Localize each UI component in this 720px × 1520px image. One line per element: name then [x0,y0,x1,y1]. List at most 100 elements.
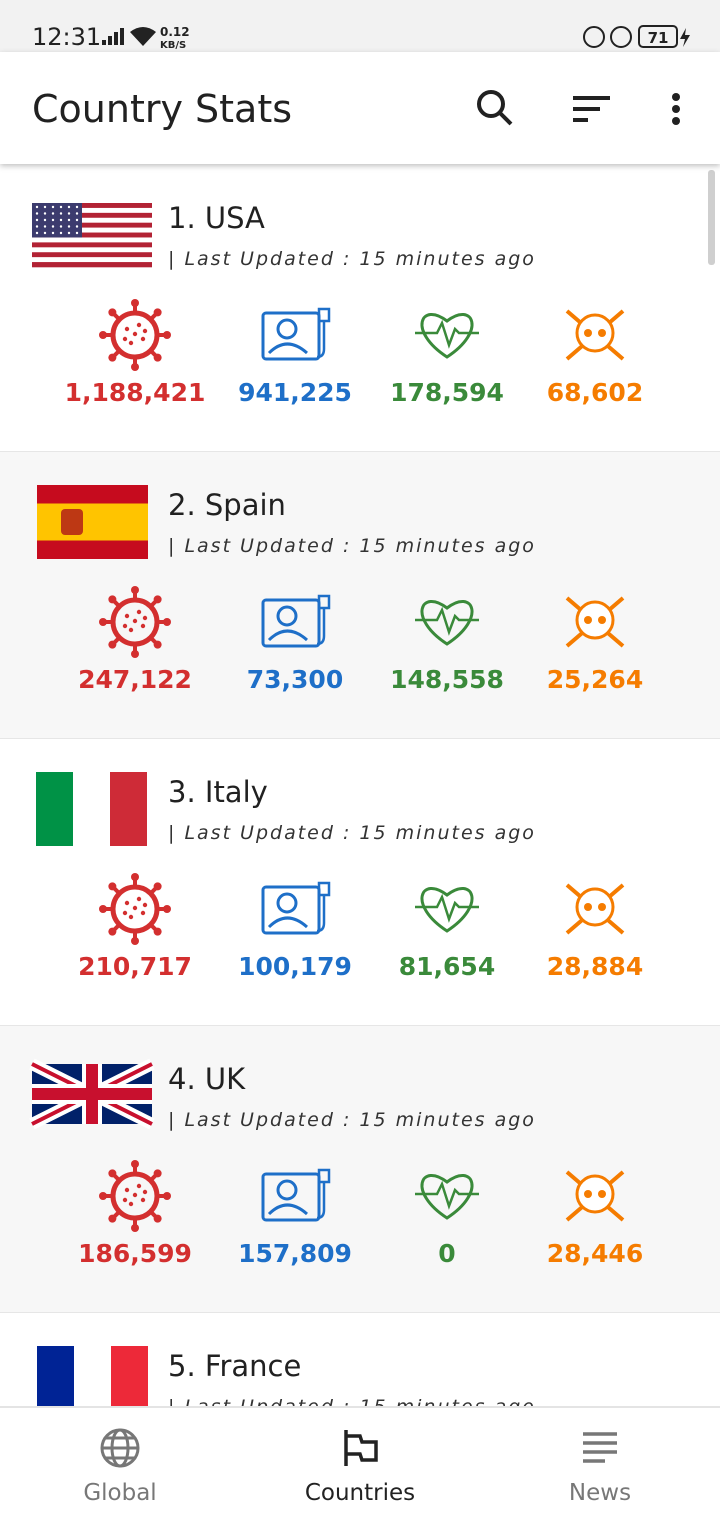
patient-head [276,318,298,340]
virus-dot [142,1189,148,1195]
flag-stripe [32,227,152,233]
virus-tip [108,1214,117,1223]
sort-button[interactable] [573,96,610,122]
flag-star [67,225,71,228]
stat-value: 100,179 [238,952,352,981]
skull-eye [584,616,592,624]
flag-star [43,225,47,228]
stat-value: 1,188,421 [65,378,206,407]
flag-stripe [32,212,152,219]
virus-dot [142,328,148,334]
virus-tip [131,873,139,881]
stat-value: 941,225 [238,378,352,407]
flag-cross [32,1088,152,1100]
net-speed: 0.12 [160,25,190,39]
flag-stripe [32,247,152,253]
bed-frame [261,1172,321,1222]
country-card[interactable]: 2. Spain | Last Updated : 15 minutes ago 2… [0,452,720,740]
virus-tip [153,308,162,317]
virus-dot [122,910,128,916]
flag-stripe [32,237,152,243]
flag-star [67,231,71,235]
flag-star [51,225,55,228]
virus-dot [136,1183,142,1189]
flag-star [59,218,63,222]
skull-eye [584,329,592,337]
more-button[interactable] [672,93,680,125]
country-card[interactable]: 4. UK | Last Updated : 15 minutes ago 186,… [0,1026,720,1314]
stat-value: 178,594 [390,378,504,407]
skull-eye [598,329,606,337]
virus-dot [140,623,146,629]
virus-dot [128,914,134,920]
flag-band [73,772,110,846]
pulse [415,606,479,636]
clock: 12:31 [32,23,101,51]
virus-tip [163,1192,171,1200]
nav-news[interactable]: News [569,1432,631,1506]
virus-tip [108,927,117,936]
virus-body [110,310,160,360]
virus-tip [99,618,107,626]
country-name: 1. USA [168,201,265,235]
stat-value: 25,264 [547,665,643,694]
virus-tip [153,640,162,649]
bed-frame [261,311,321,361]
flag-star [75,225,79,228]
nav-countries[interactable]: Countries [305,1430,415,1506]
patient-body [267,342,309,355]
flag-stripe [32,242,152,248]
nav-label: News [569,1480,631,1506]
skull [575,313,615,353]
virus-dot [124,1187,130,1193]
signal-icon [102,28,124,45]
battery-level: 71 [648,29,669,47]
flag-star [43,205,47,209]
patient-head [276,892,298,914]
virus-tip [108,308,117,317]
virus-dot [142,902,148,908]
skull-eye [584,1190,592,1198]
skull-eye [598,1190,606,1198]
flag-stripe [32,207,152,214]
last-updated: | Last Updated : 15 minutes ago [168,248,536,270]
virus-dot [122,336,128,342]
flag-star [51,218,55,222]
flag-star [59,212,63,215]
virus-tip [108,1169,117,1178]
virus-dot [122,1197,128,1203]
skull-eye [598,616,606,624]
virus-tip [108,595,117,604]
virus-dot [132,618,138,624]
flag-star [59,205,63,209]
lock-icon [583,26,605,48]
stat-value: 81,654 [399,952,495,981]
flag-star [51,231,55,235]
virus-body [110,1171,160,1221]
stat-value: 73,300 [247,665,343,694]
flag-stripe [32,257,152,263]
virus-tip [163,618,171,626]
nav-global[interactable]: Global [83,1428,157,1506]
country-card[interactable]: 3. Italy | Last Updated : 15 minutes ago 2… [0,739,720,1027]
stat-value: 68,602 [547,378,643,407]
flag-canton [32,203,82,238]
nav-label: Countries [305,1480,415,1506]
app-title: Country Stats [32,87,292,131]
wifi-icon [130,27,156,46]
patient-head [276,1179,298,1201]
virus-dot [136,896,142,902]
virus-tip [131,586,139,594]
drip [316,307,331,359]
search-button[interactable] [477,90,513,126]
stat-value: 28,446 [547,1239,643,1268]
stat-value: 186,599 [78,1239,192,1268]
flag-star [35,225,39,228]
flag-star [35,205,39,209]
bed-frame [261,885,321,935]
pulse [415,319,479,349]
virus-dot [128,340,134,346]
country-name: 2. Spain [168,488,286,522]
country-card[interactable]: 1. USA | Last Updated : 15 minutes ago 1,1… [0,165,720,453]
